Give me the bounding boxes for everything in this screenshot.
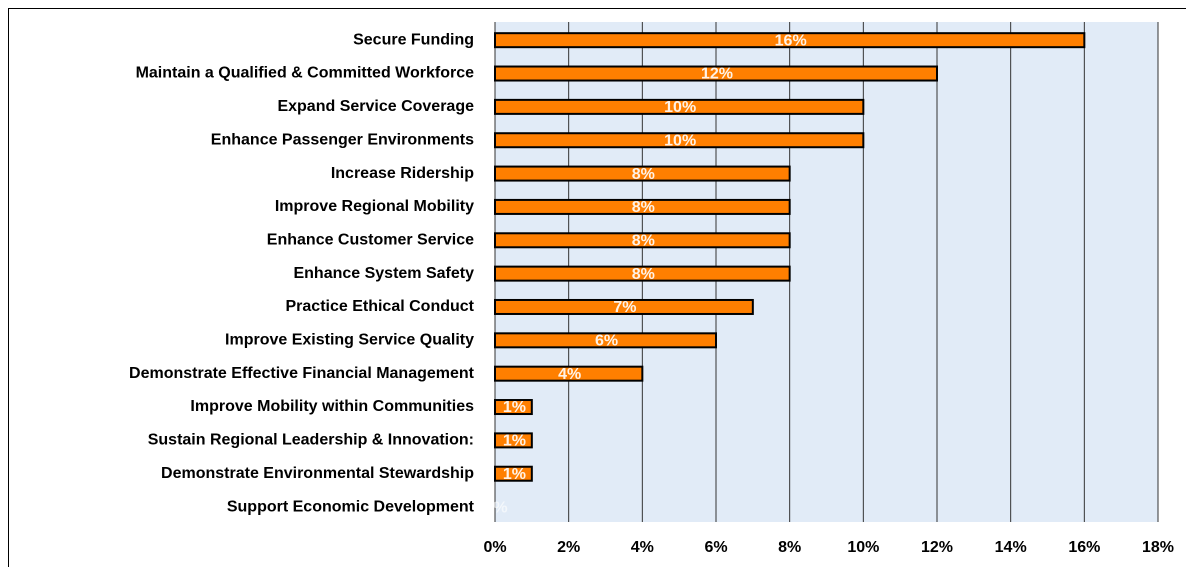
bar <box>494 132 865 149</box>
x-tick-label: 8% <box>778 539 801 556</box>
y-tick-label: Demonstrate Environmental Stewardship <box>161 465 474 482</box>
bar <box>494 32 1086 49</box>
value-label: 0% <box>484 499 507 516</box>
value-label: 16% <box>775 32 807 49</box>
y-tick-label: Enhance System Safety <box>293 265 474 282</box>
y-tick-label: Secure Funding <box>353 31 474 48</box>
x-tick-label: 6% <box>704 539 727 556</box>
bar <box>494 165 791 182</box>
y-tick-label: Enhance Customer Service <box>267 231 474 248</box>
x-tick-label: 18% <box>1142 539 1174 556</box>
value-label: 12% <box>701 66 733 83</box>
y-tick-label: Enhance Passenger Environments <box>211 131 474 148</box>
y-tick-label: Improve Mobility within Communities <box>190 398 474 415</box>
value-label: 1% <box>503 399 526 416</box>
y-tick-label: Improve Existing Service Quality <box>225 332 474 349</box>
y-tick-label: Increase Ridership <box>331 165 474 182</box>
bar <box>494 232 791 249</box>
y-tick-label: Demonstrate Effective Financial Manageme… <box>129 365 475 382</box>
y-tick-label: Sustain Regional Leadership & Innovation… <box>148 432 474 449</box>
bar <box>494 265 791 282</box>
bar <box>494 98 865 115</box>
bar <box>494 332 717 349</box>
y-tick-label: Improve Regional Mobility <box>275 198 474 215</box>
value-label: 10% <box>664 132 696 149</box>
value-label: 8% <box>632 166 655 183</box>
bar <box>494 298 754 315</box>
x-tick-label: 12% <box>921 539 953 556</box>
bar <box>494 465 533 482</box>
x-tick-label: 2% <box>557 539 580 556</box>
y-tick-label: Expand Service Coverage <box>277 98 474 115</box>
value-label: 1% <box>503 433 526 450</box>
value-label: 7% <box>613 299 636 316</box>
value-label: 8% <box>632 266 655 283</box>
bar <box>494 65 938 82</box>
x-tick-label: 0% <box>483 539 506 556</box>
y-tick-label: Support Economic Development <box>227 498 475 515</box>
y-tick-label: Practice Ethical Conduct <box>286 298 475 315</box>
y-tick-label: Maintain a Qualified & Committed Workfor… <box>136 65 475 82</box>
bar <box>494 365 644 382</box>
value-label: 6% <box>595 333 618 350</box>
x-tick-label: 14% <box>995 539 1027 556</box>
value-label: 8% <box>632 232 655 249</box>
bar <box>494 399 533 416</box>
value-label: 4% <box>558 366 581 383</box>
value-label: 10% <box>664 99 696 116</box>
value-label: 8% <box>632 199 655 216</box>
x-tick-label: 4% <box>631 539 654 556</box>
x-tick-label: 16% <box>1068 539 1100 556</box>
x-tick-label: 10% <box>847 539 879 556</box>
value-label: 1% <box>503 466 526 483</box>
bar <box>494 198 791 215</box>
bar <box>494 432 533 449</box>
